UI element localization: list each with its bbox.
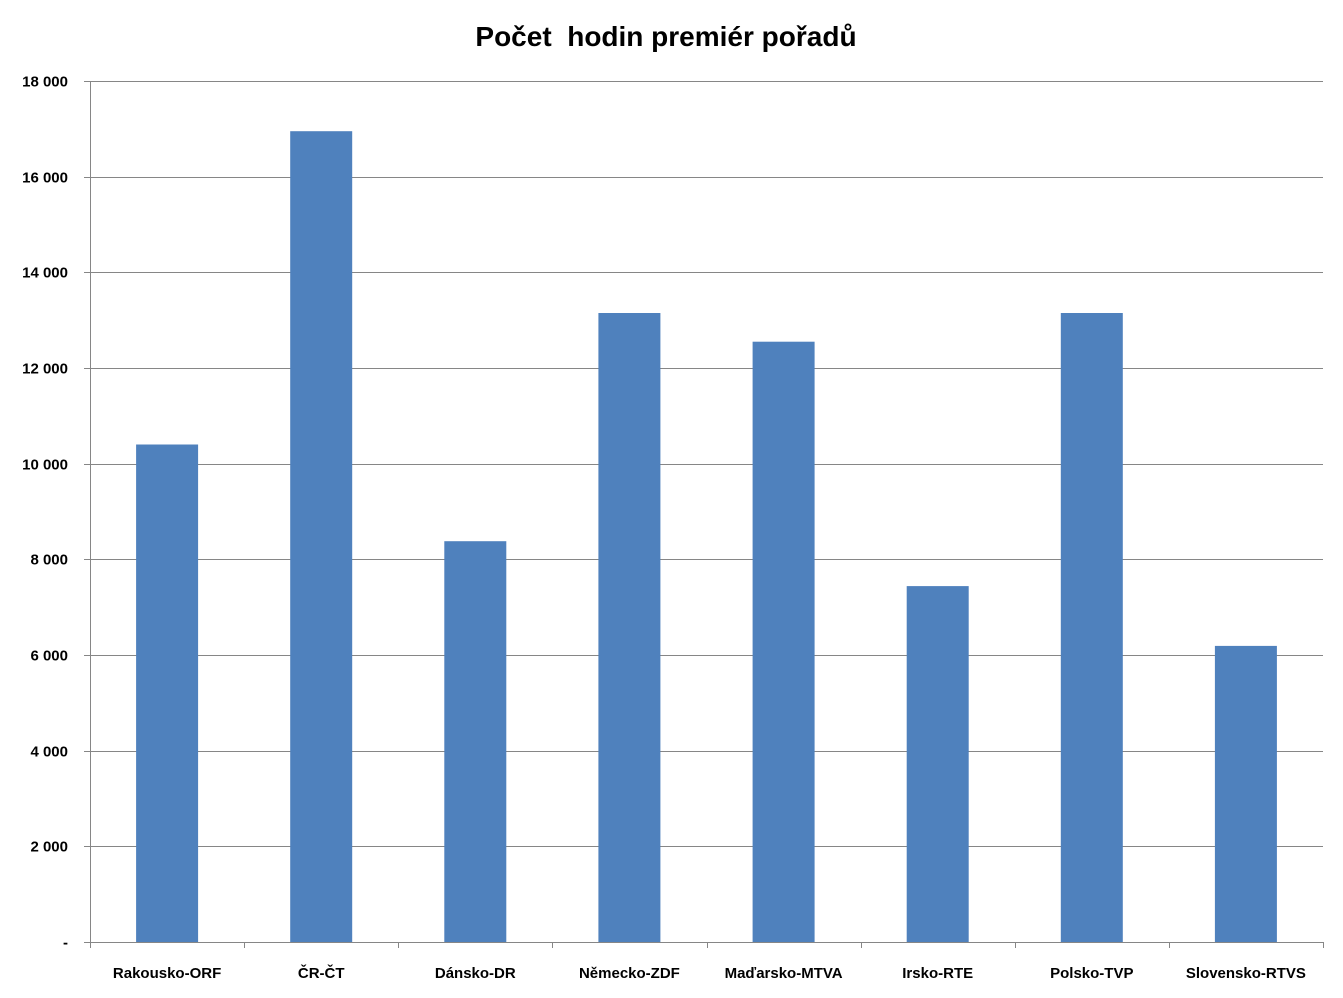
y-tick-label: 18 000 [22, 74, 68, 91]
bar-0 [136, 444, 199, 942]
bar-1 [290, 131, 353, 942]
x-category-labels: Rakousko-ORF ČR-ČT Dánsko-DR Německo-ZDF Maď… [113, 964, 1306, 982]
y-tick-label: 14 000 [22, 265, 68, 282]
gridlines [90, 81, 1323, 847]
y-tick-label: 12 000 [22, 361, 68, 378]
bar-3 [598, 313, 661, 942]
x-category-label: Maďarsko-MTVA [725, 965, 843, 982]
y-tick-label: 8 000 [30, 552, 68, 569]
y-tick-label: 16 000 [22, 170, 68, 187]
bar-5 [906, 586, 969, 942]
bar-7 [1214, 645, 1277, 942]
y-tick-label: 2 000 [30, 839, 68, 856]
y-tick-label: 6 000 [30, 648, 68, 665]
axes [84, 81, 1324, 948]
y-tick-label: 10 000 [22, 457, 68, 474]
y-tick-label: 4 000 [30, 744, 68, 761]
bars [136, 131, 1277, 942]
x-category-label: Polsko-TVP [1050, 965, 1133, 982]
y-tick-label: - [63, 935, 68, 952]
x-category-label: ČR-ČT [298, 964, 345, 982]
x-category-label: Slovensko-RTVS [1186, 965, 1306, 982]
x-category-label: Německo-ZDF [579, 965, 680, 982]
x-category-label: Irsko-RTE [902, 965, 973, 982]
x-category-label: Dánsko-DR [435, 965, 516, 982]
x-category-label: Rakousko-ORF [113, 965, 221, 982]
chart-title: Počet hodin premiér pořadů [475, 21, 856, 52]
bar-2 [444, 541, 507, 942]
y-tick-labels: - 2 000 4 000 6 000 8 000 10 000 12 000 14 000 1… [22, 74, 68, 952]
bar-6 [1060, 313, 1123, 942]
bar-4 [752, 341, 815, 942]
